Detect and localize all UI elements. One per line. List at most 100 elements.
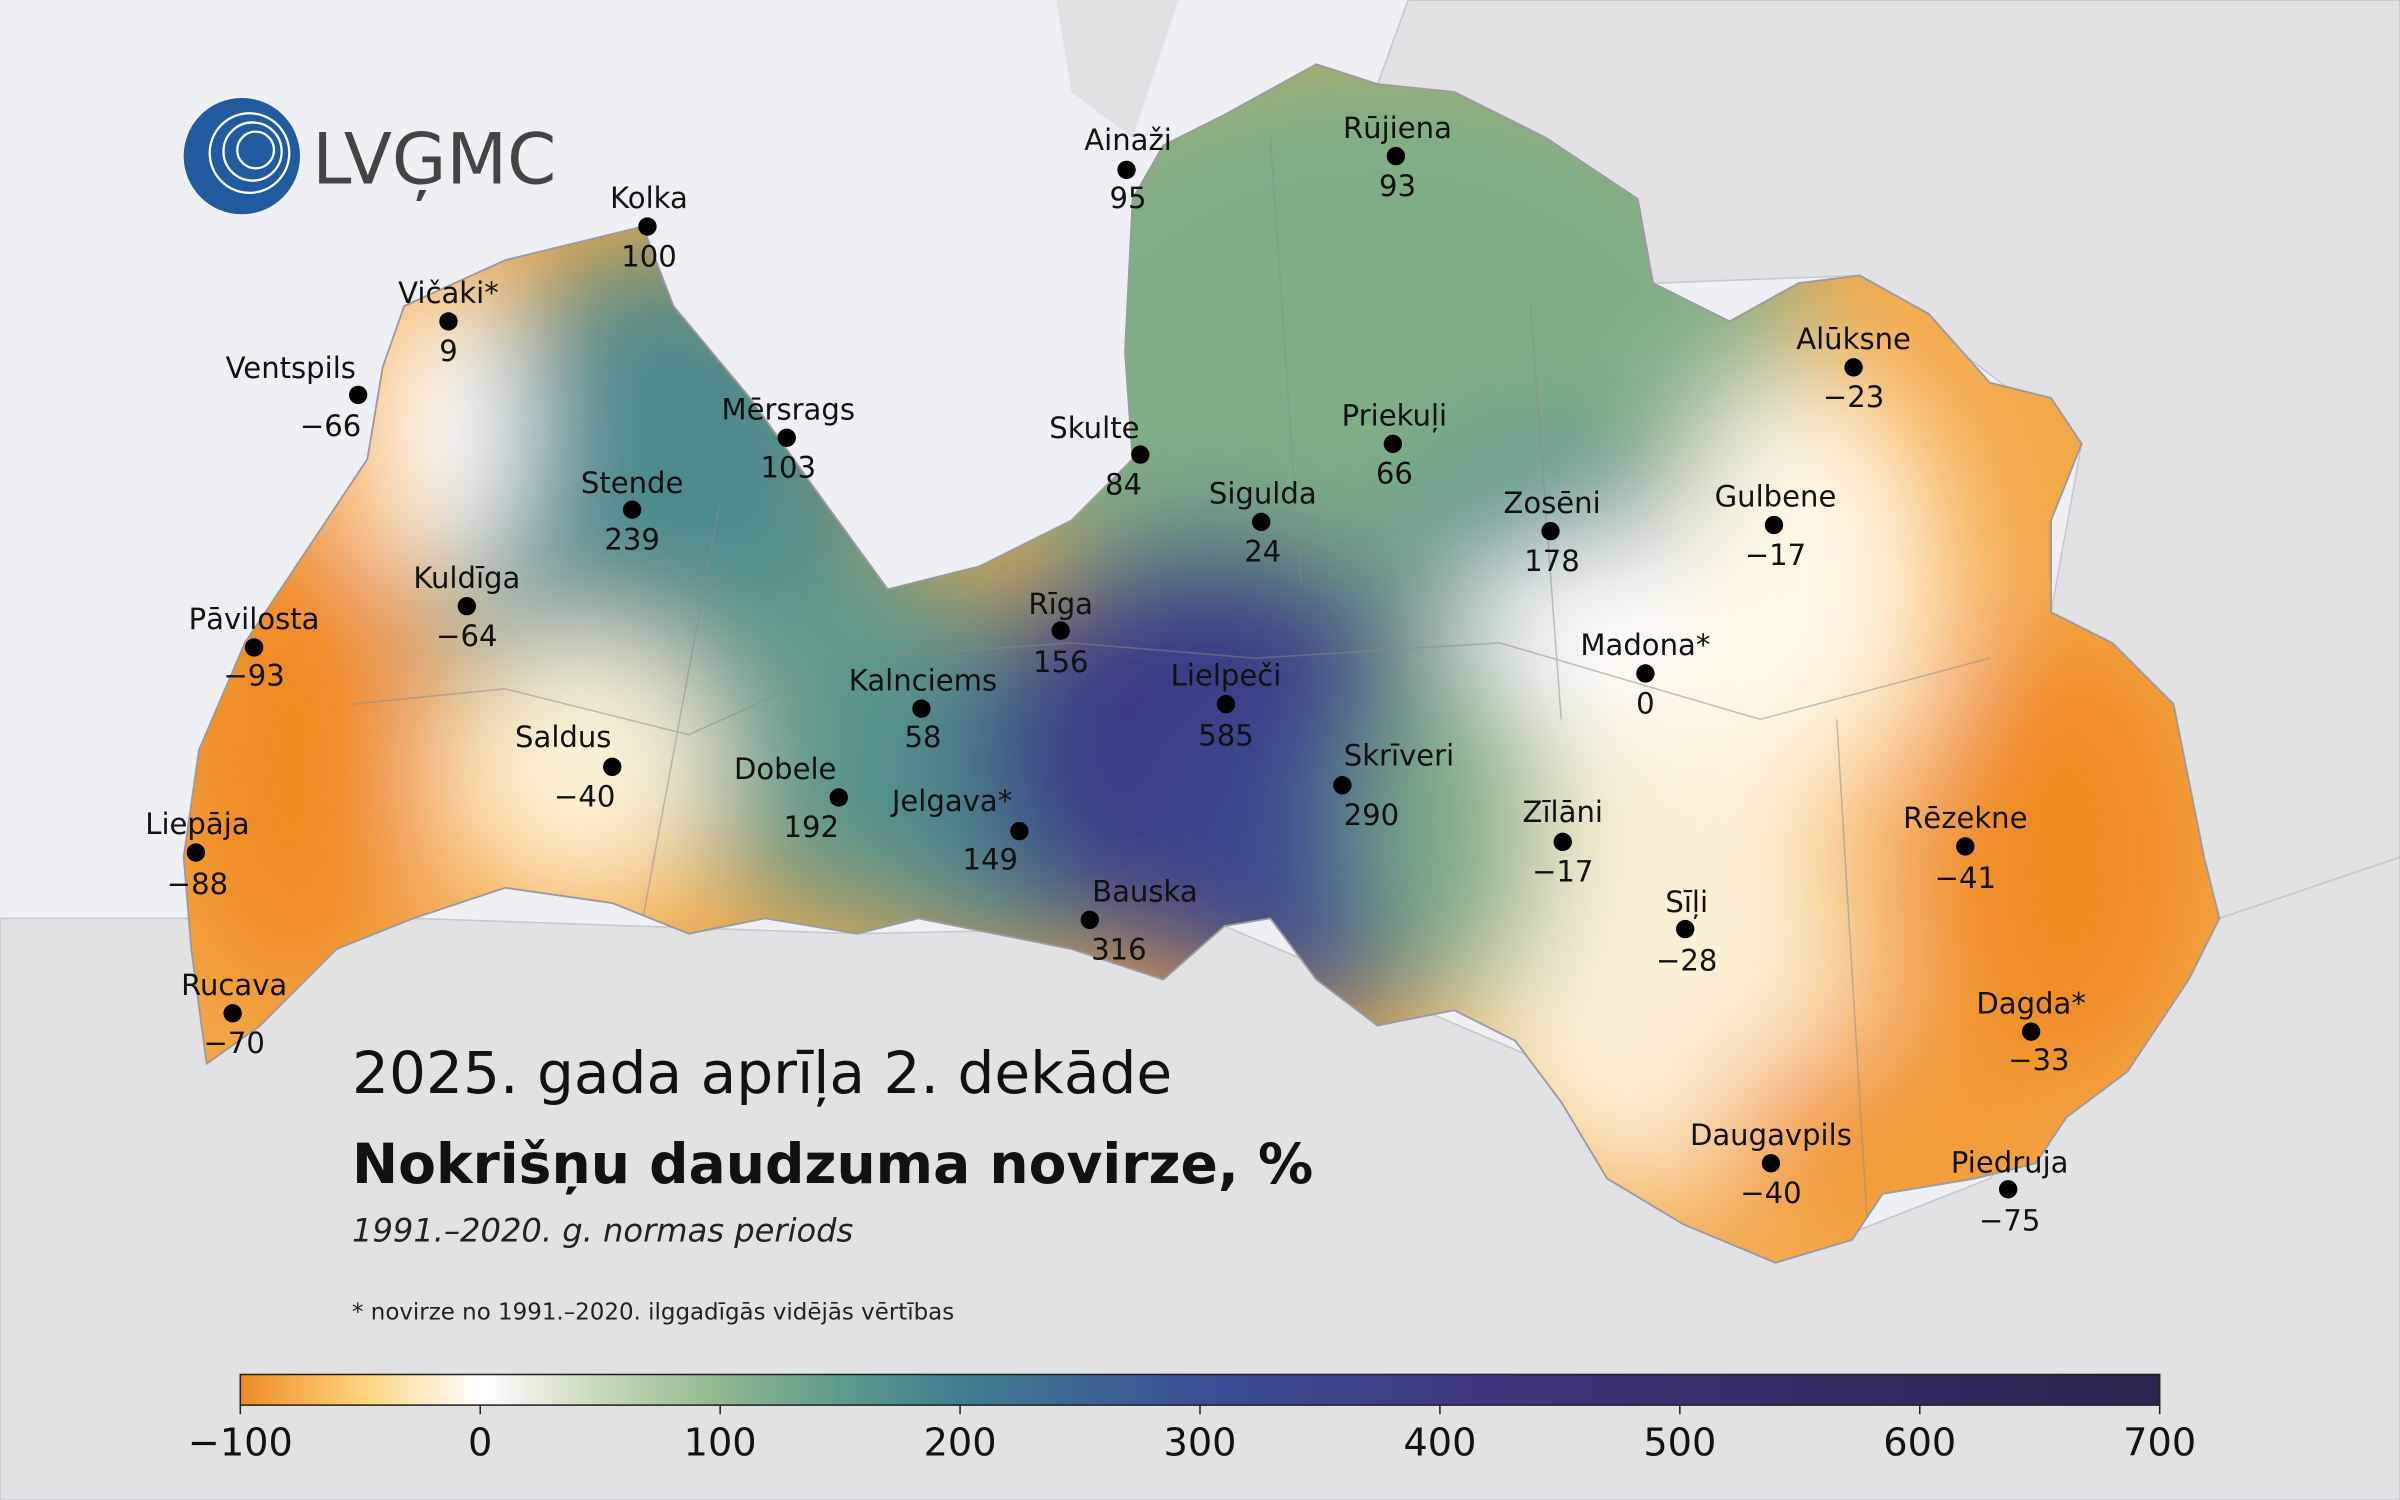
station-name: Alūksne: [1796, 322, 1911, 356]
colorbar-tick-label: 200: [924, 1421, 997, 1466]
colorbar-tick-label: 0: [468, 1421, 492, 1466]
station-dot: [603, 757, 622, 777]
station: Stende 239: [581, 466, 684, 557]
station-dot: [1383, 434, 1403, 454]
station: Priekuļi 66: [1342, 399, 1447, 491]
station-dot: [2021, 1022, 2041, 1041]
station: Zīlāni −17: [1523, 795, 1603, 889]
station-name: Mērsrags: [722, 392, 855, 426]
station-dot: [1216, 694, 1236, 714]
station-dot: [1333, 776, 1352, 795]
station: Kalnciems 58: [849, 663, 997, 754]
station-name: Skrīveri: [1344, 738, 1454, 772]
stations: Kolka 100 Ainaži 95 Rūjiena 93 Vičaki* 9 Ventspi…: [145, 111, 2086, 1238]
station-name: Saldus: [515, 720, 611, 754]
station: Mērsrags 103: [722, 392, 855, 484]
station-value: −40: [554, 780, 615, 814]
station-value: −64: [436, 619, 497, 653]
station-value: 100: [621, 239, 677, 273]
station-dot: [1010, 821, 1029, 841]
station-value: 290: [1344, 798, 1400, 832]
station-name: Sīļi: [1665, 885, 1708, 919]
station-value: 156: [1033, 645, 1089, 679]
station-value: 239: [604, 522, 660, 556]
station-value: 84: [1105, 467, 1142, 501]
station: Gulbene −17: [1715, 480, 1837, 572]
station-dot: [1676, 919, 1695, 939]
station-value: −93: [223, 659, 284, 693]
station-name: Priekuļi: [1342, 399, 1447, 433]
station: Lielpeči 585: [1171, 659, 1282, 753]
station-name: Piedruja: [1951, 1145, 2069, 1179]
colorbar-tick-label: 600: [1883, 1421, 1956, 1466]
station-value: 58: [904, 720, 941, 754]
note: * novirze no 1991.–2020. ilggadīgās vidē…: [352, 1299, 954, 1325]
station-dot: [348, 385, 368, 405]
station: Sigulda 24: [1209, 477, 1317, 569]
station: Piedruja −75: [1951, 1145, 2069, 1237]
station-value: −33: [2008, 1043, 2069, 1077]
station-name: Dagda*: [1976, 986, 2085, 1020]
station-value: −41: [1935, 861, 1996, 895]
station-dot: [439, 312, 458, 331]
station-name: Ainaži: [1084, 123, 1172, 157]
station-dot: [1117, 160, 1136, 180]
station-value: 0: [1636, 686, 1655, 720]
station-dot: [638, 217, 657, 236]
station: Rīga 156: [1028, 587, 1093, 679]
station-name: Daugavpils: [1690, 1118, 1852, 1152]
station-dot: [1761, 1154, 1781, 1173]
logo-text: LVĢMC: [312, 119, 556, 202]
station-value: 66: [1376, 457, 1413, 491]
station-value: 24: [1244, 535, 1281, 569]
station-dot: [457, 596, 477, 616]
station-dot: [777, 428, 796, 447]
station-name: Gulbene: [1715, 480, 1837, 514]
station-dot: [1131, 445, 1150, 464]
station-value: 93: [1379, 169, 1416, 203]
station: Saldus −40: [515, 720, 622, 814]
station-dot: [829, 788, 848, 807]
station-name: Liepāja: [145, 807, 249, 841]
station: Zosēni 178: [1503, 486, 1600, 578]
station-dot: [1541, 521, 1560, 541]
station: Jelgava* 149: [890, 784, 1029, 876]
colorbar-tick-label: 100: [684, 1421, 757, 1466]
station-name: Rīga: [1028, 587, 1093, 621]
station-value: 178: [1524, 544, 1580, 578]
station: Rēzekne −41: [1903, 801, 2027, 895]
station-name: Skulte: [1049, 411, 1139, 445]
station: Ventspils −66: [226, 351, 368, 443]
station-dot: [622, 500, 642, 519]
station-name: Lielpeči: [1171, 659, 1282, 693]
station: Sīļi −28: [1656, 885, 1717, 977]
station-name: Kuldīga: [413, 561, 520, 595]
station: Ainaži 95: [1084, 123, 1172, 215]
station-name: Madona*: [1580, 628, 1710, 662]
station-name: Dobele: [734, 752, 837, 786]
neighbour-land: [0, 856, 2400, 1500]
station-name: Stende: [581, 466, 684, 500]
station-value: 316: [1091, 933, 1147, 967]
colorbar-tick-label: 400: [1403, 1421, 1476, 1466]
station-name: Kalnciems: [849, 663, 997, 697]
station-dot: [223, 1004, 242, 1023]
colorbar-tick-label: 500: [1643, 1421, 1716, 1466]
station: Rūjiena 93: [1343, 111, 1452, 203]
station-name: Rūjiena: [1343, 111, 1452, 145]
station-name: Rēzekne: [1903, 801, 2027, 835]
logo: LVĢMC: [183, 97, 556, 215]
station-dot: [1252, 512, 1271, 532]
station-value: 585: [1198, 718, 1254, 752]
colorbar-tick-label: 700: [2123, 1421, 2196, 1466]
station: Dagda* −33: [1976, 986, 2085, 1077]
station-name: Vičaki*: [398, 276, 499, 310]
station: Skrīveri 290: [1333, 738, 1454, 832]
station-value: 95: [1110, 181, 1147, 215]
station: Bauska 316: [1080, 875, 1198, 967]
station: Alūksne −23: [1796, 322, 1911, 414]
station-value: 149: [963, 842, 1019, 876]
station-value: −88: [167, 867, 228, 901]
